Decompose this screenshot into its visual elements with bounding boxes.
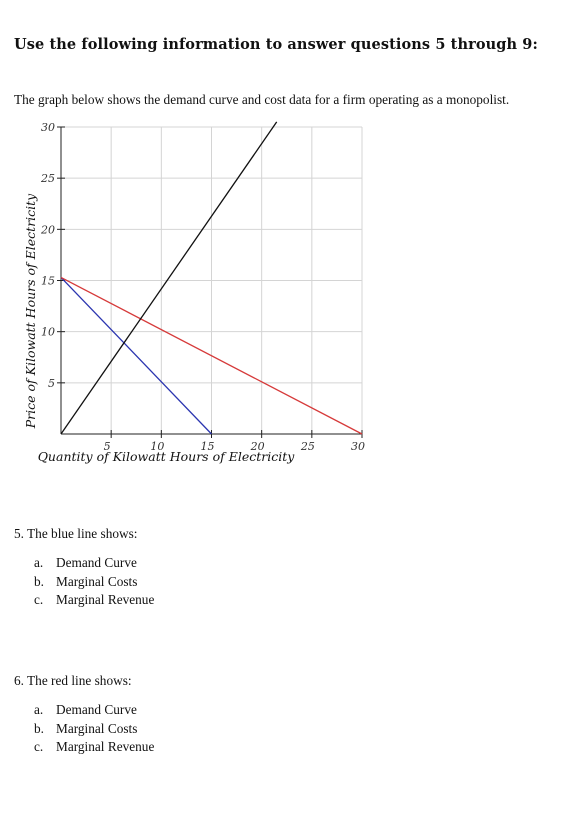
option-text: Demand Curve (56, 702, 137, 717)
option-letter: a. (34, 555, 44, 570)
option-text: Demand Curve (56, 555, 137, 570)
question-6-option-a[interactable]: a. Demand Curve (34, 701, 154, 720)
monopoly-chart: 5 10 15 20 25 30 5 10 15 20 25 30 Quantity of Kilow… (23, 121, 365, 464)
question-5-option-b[interactable]: b. Marginal Costs (34, 573, 154, 592)
option-letter: a. (34, 702, 44, 717)
y-tick-label: 5 (48, 377, 55, 390)
x-axis-label: Quantity of Kilowatt Hours of Electricit… (38, 449, 296, 464)
question-6-stem: 6. The red line shows: (14, 673, 132, 688)
y-tick-label: 25 (40, 172, 55, 185)
chart-grid (61, 126, 363, 434)
y-tick-label: 15 (41, 275, 55, 288)
series-line-2 (60, 276, 363, 435)
series-line-3 (60, 121, 278, 435)
option-letter: b. (34, 720, 44, 736)
question-6: 6. The red line shows: a. Demand Curve b.… (14, 673, 154, 757)
y-tick-label: 10 (41, 326, 55, 339)
chart-axes (57, 126, 363, 438)
question-5-option-c[interactable]: c. Marginal Revenue (34, 591, 154, 610)
x-tick-label: 5 (104, 440, 111, 453)
option-letter: b. (34, 573, 44, 589)
x-tick-label: 15 (201, 440, 215, 453)
x-tick-label: 25 (300, 440, 315, 453)
x-tick-label: 30 (351, 440, 365, 453)
option-text: Marginal Costs (56, 573, 138, 589)
x-tick-label: 10 (150, 440, 164, 453)
intro-text: The graph below shows the demand curve a… (14, 92, 510, 107)
option-text: Marginal Costs (56, 720, 138, 736)
question-6-option-b[interactable]: b. Marginal Costs (34, 720, 154, 739)
chart-tick-labels: 5 10 15 20 25 30 5 10 15 20 25 30 (40, 121, 365, 453)
question-6-option-c[interactable]: c. Marginal Revenue (34, 738, 154, 757)
chart-series (60, 121, 363, 435)
option-text: Marginal Revenue (56, 592, 155, 607)
option-letter: c. (34, 739, 44, 754)
x-tick-label: 20 (250, 440, 265, 453)
option-text: Marginal Revenue (56, 739, 155, 754)
question-5-stem: 5. The blue line shows: (14, 526, 138, 541)
option-letter: c. (34, 592, 44, 607)
y-axis-label: Price of Kilowatt Hours of Electricity (23, 193, 38, 429)
question-5: 5. The blue line shows: a. Demand Curve b… (14, 526, 154, 610)
y-tick-label: 20 (40, 223, 55, 236)
series-line-1 (60, 276, 212, 435)
section-heading: Use the following information to answer … (14, 36, 538, 53)
y-tick-label: 30 (41, 121, 55, 134)
question-5-option-a[interactable]: a. Demand Curve (34, 554, 154, 573)
